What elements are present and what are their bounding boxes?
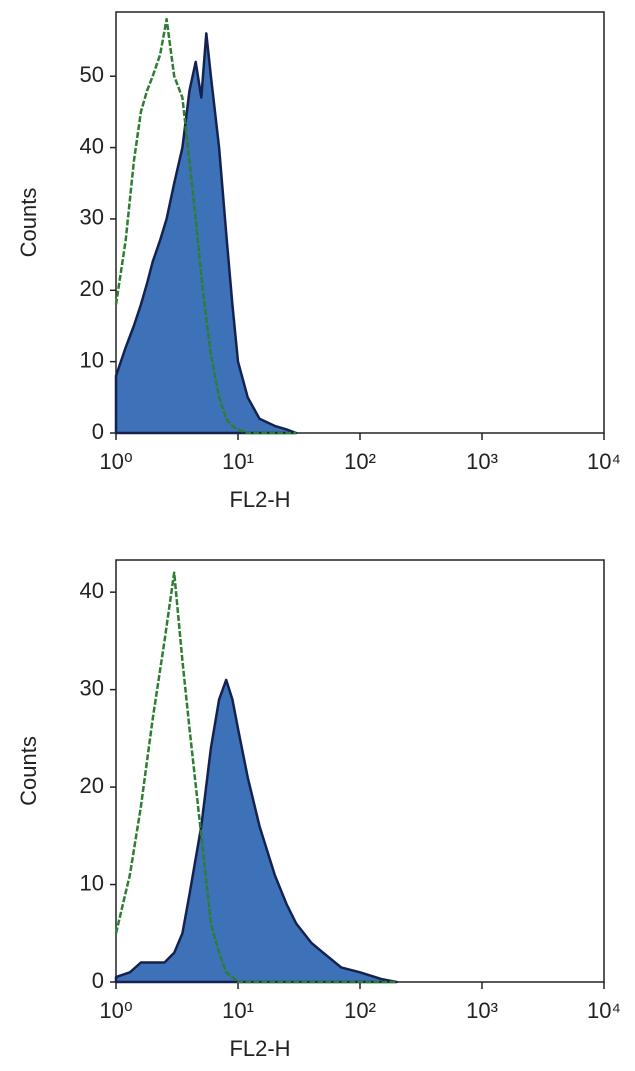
histogram-outline bbox=[114, 571, 397, 984]
x-tick-label: 10⁴ bbox=[587, 998, 621, 1023]
histogram-outline bbox=[114, 17, 297, 435]
x-tick-label: 10² bbox=[344, 449, 376, 474]
y-tick-label: 0 bbox=[92, 968, 104, 993]
histogram-area bbox=[114, 678, 398, 984]
y-tick-label: 0 bbox=[92, 419, 104, 444]
x-tick-label: 10¹ bbox=[222, 449, 254, 474]
histogram-area bbox=[114, 32, 298, 435]
y-axis-label: Counts bbox=[16, 736, 41, 806]
y-axis-label: Counts bbox=[16, 188, 41, 258]
x-tick-label: 10⁰ bbox=[99, 998, 132, 1023]
x-tick-label: 10⁰ bbox=[99, 449, 132, 474]
y-tick-label: 30 bbox=[80, 205, 104, 230]
x-tick-label: 10³ bbox=[466, 998, 498, 1023]
x-tick-label: 10³ bbox=[466, 449, 498, 474]
y-tick-label: 40 bbox=[80, 133, 104, 158]
y-tick-label: 10 bbox=[80, 870, 104, 895]
x-tick-label: 10⁴ bbox=[587, 449, 621, 474]
y-tick-label: 20 bbox=[80, 276, 104, 301]
y-tick-label: 40 bbox=[80, 578, 104, 603]
x-axis-label: FL2-H bbox=[229, 487, 290, 512]
y-tick-label: 10 bbox=[80, 347, 104, 372]
x-tick-label: 10² bbox=[344, 998, 376, 1023]
y-tick-label: 20 bbox=[80, 773, 104, 798]
x-tick-label: 10¹ bbox=[222, 998, 254, 1023]
y-tick-label: 30 bbox=[80, 675, 104, 700]
x-axis-label: FL2-H bbox=[229, 1036, 290, 1061]
y-tick-label: 50 bbox=[80, 62, 104, 87]
